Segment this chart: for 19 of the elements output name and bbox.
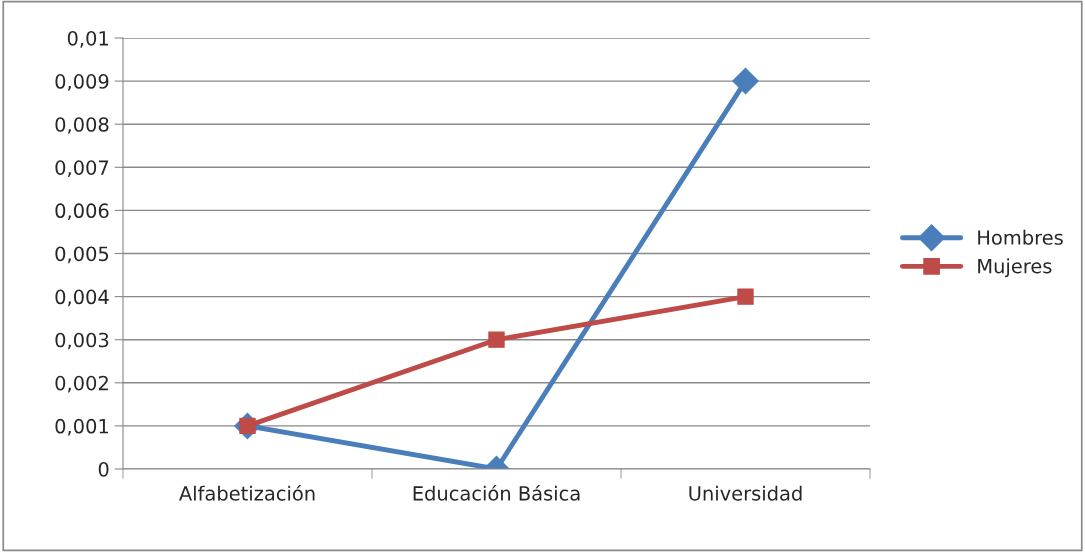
legend-label: Hombres <box>978 229 1063 245</box>
x-tick-label: Alfabetización <box>179 484 315 501</box>
point <box>737 288 754 305</box>
point <box>488 331 505 348</box>
y-tick-label: 0,006 <box>55 203 109 221</box>
y-tick-label: 0,007 <box>55 160 109 177</box>
y-tick-label: 0,01 <box>67 30 109 48</box>
y-tick-label: 0,008 <box>55 117 109 134</box>
y-tick-label: 0 <box>98 461 109 477</box>
y-tick-label: 0,001 <box>55 418 109 436</box>
y-tick-label: 0,004 <box>55 289 109 307</box>
y-tick-label: 0,009 <box>55 74 109 91</box>
y-tick-label: 0,003 <box>55 332 109 350</box>
y-tick-label: 0,005 <box>55 246 109 264</box>
y-tick-label: 0,002 <box>55 375 108 393</box>
x-tick-label: Educación Básica <box>413 484 580 501</box>
x-tick-label: Universidad <box>689 485 802 501</box>
legend-label: Mujeres <box>978 258 1052 278</box>
point <box>732 67 759 95</box>
